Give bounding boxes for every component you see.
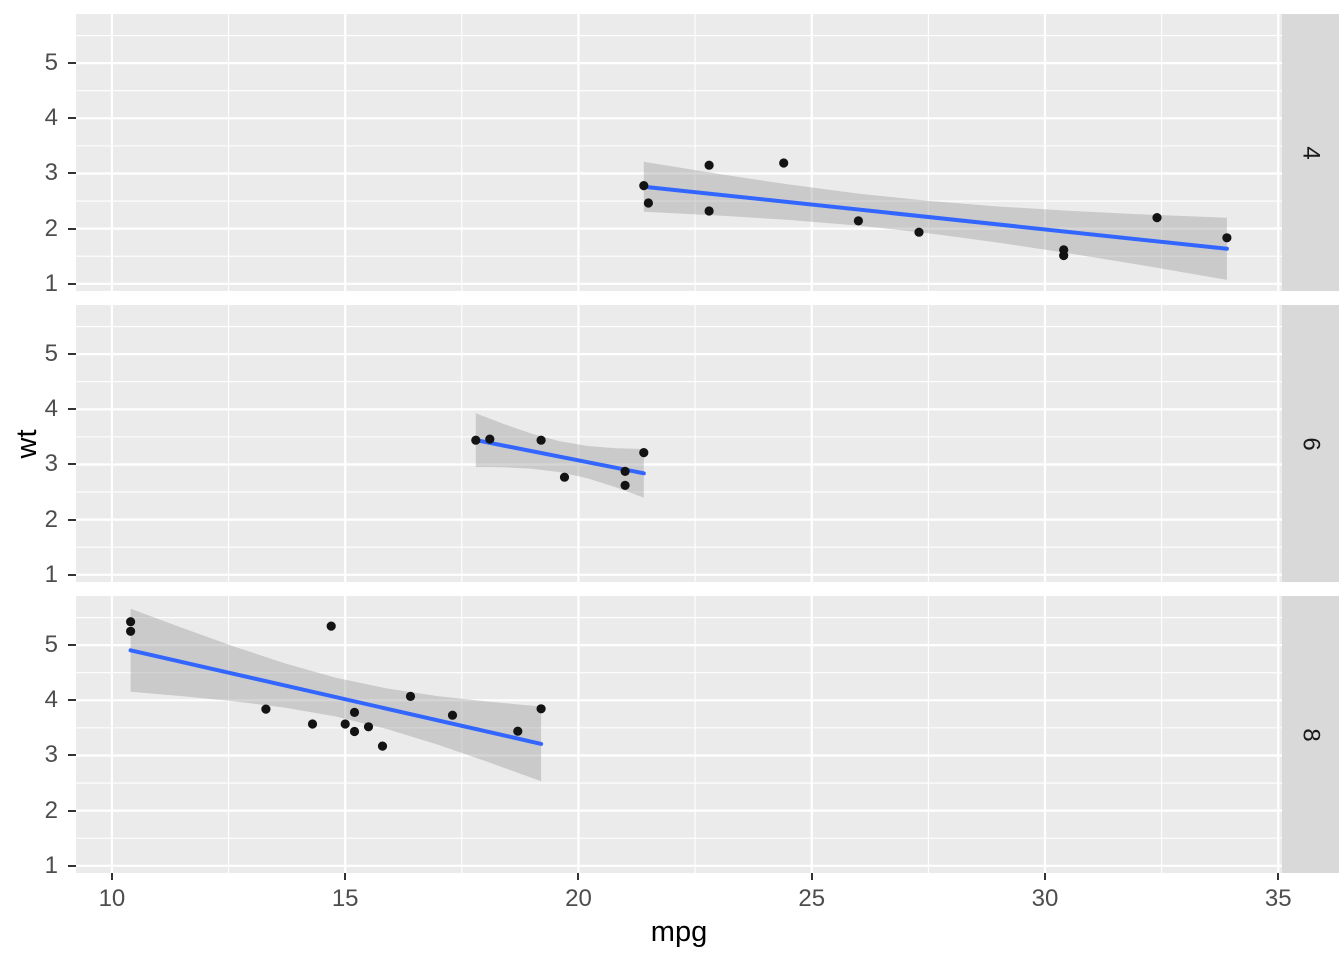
- y-tick-mark: [68, 227, 76, 230]
- facet-strip-label: 8: [1297, 727, 1325, 742]
- y-tick-label: 4: [44, 395, 58, 423]
- minor-gridlines: [76, 14, 1282, 291]
- confidence-ribbon: [643, 161, 1227, 280]
- y-tick-mark: [68, 172, 76, 175]
- x-tick-mark: [110, 873, 113, 880]
- data-point: [639, 448, 649, 458]
- y-tick-label: 1: [44, 560, 58, 588]
- data-point: [914, 227, 924, 237]
- data-point: [126, 617, 136, 627]
- major-gridlines: [76, 596, 1282, 873]
- x-tick-label: 30: [1031, 885, 1059, 912]
- y-tick-mark: [68, 518, 76, 521]
- panel-background: [76, 305, 1282, 582]
- facet-strip-6: 6: [1282, 305, 1339, 582]
- facet-strip-8: 8: [1282, 596, 1339, 873]
- data-point: [620, 480, 630, 490]
- facet-strip-label: 6: [1297, 436, 1325, 451]
- minor-gridlines: [76, 596, 1282, 873]
- data-point: [447, 710, 458, 720]
- y-tick-mark: [68, 644, 76, 647]
- data-point: [471, 435, 481, 445]
- x-tick-mark: [1043, 873, 1046, 880]
- y-tick-mark: [68, 408, 76, 411]
- facet-panel-6: [76, 305, 1282, 582]
- facet-panel-4: [76, 14, 1282, 291]
- y-tick-label: 5: [44, 49, 58, 77]
- data-point: [307, 719, 318, 729]
- x-tick-label: 20: [565, 885, 592, 912]
- data-point: [620, 466, 630, 476]
- minor-gridlines: [76, 305, 1282, 582]
- y-tick-label: 4: [44, 104, 58, 132]
- x-tick-mark: [810, 873, 813, 880]
- data-point: [363, 722, 374, 732]
- panel-background: [76, 596, 1282, 873]
- major-gridlines: [76, 14, 1282, 291]
- x-tick-mark: [1277, 873, 1280, 880]
- data-point: [639, 181, 649, 191]
- x-axis-title: mpg: [650, 916, 708, 948]
- data-point: [349, 726, 360, 737]
- y-tick-mark: [68, 864, 76, 867]
- y-tick-mark: [68, 282, 76, 285]
- y-tick-label: 2: [44, 214, 58, 242]
- data-point: [513, 726, 523, 736]
- regression-line: [473, 438, 646, 476]
- data-point: [261, 704, 271, 714]
- data-point: [559, 472, 570, 482]
- y-tick-mark: [68, 117, 76, 120]
- x-tick-label: 15: [331, 885, 359, 912]
- x-tick-label: 35: [1264, 885, 1292, 912]
- x-tick-mark: [344, 873, 347, 880]
- data-point: [779, 158, 789, 168]
- data-point: [853, 216, 864, 226]
- data-point: [536, 435, 546, 445]
- data-point: [704, 160, 714, 170]
- data-point: [326, 621, 336, 631]
- y-tick-mark: [68, 573, 76, 576]
- y-tick-mark: [68, 62, 76, 65]
- y-tick-label: 3: [44, 450, 58, 478]
- data-point: [704, 206, 714, 216]
- x-tick-mark: [577, 873, 580, 880]
- regression-line: [641, 184, 1229, 251]
- facet-strip-4: 4: [1282, 14, 1339, 291]
- data-point: [536, 704, 546, 714]
- y-tick-label: 4: [44, 686, 58, 714]
- y-tick-label: 5: [44, 631, 58, 659]
- y-tick-mark: [68, 699, 76, 702]
- data-point: [349, 707, 360, 717]
- data-point: [405, 691, 416, 701]
- y-tick-label: 2: [44, 505, 58, 533]
- major-gridlines: [76, 305, 1282, 582]
- y-tick-label: 1: [44, 269, 58, 297]
- facet-panel-8: [76, 596, 1282, 873]
- y-tick-label: 5: [44, 340, 58, 368]
- data-point: [1222, 233, 1232, 243]
- data-point: [485, 434, 495, 444]
- data-point: [377, 741, 388, 751]
- y-tick-mark: [68, 463, 76, 466]
- y-tick-label: 1: [44, 851, 58, 879]
- data-point: [126, 626, 136, 636]
- regression-line: [128, 648, 544, 746]
- y-tick-mark: [68, 809, 76, 812]
- facet-strip-label: 4: [1297, 145, 1325, 160]
- x-tick-label: 10: [98, 885, 126, 912]
- data-point: [340, 719, 350, 729]
- x-tick-label: 25: [798, 885, 826, 912]
- panel-background: [76, 14, 1282, 291]
- data-point: [1152, 213, 1162, 223]
- y-tick-mark: [68, 754, 76, 757]
- y-tick-label: 3: [44, 741, 58, 769]
- y-tick-mark: [68, 353, 76, 356]
- y-tick-label: 2: [44, 796, 58, 824]
- y-tick-label: 3: [44, 159, 58, 187]
- data-point: [1059, 250, 1069, 261]
- data-point: [643, 198, 654, 208]
